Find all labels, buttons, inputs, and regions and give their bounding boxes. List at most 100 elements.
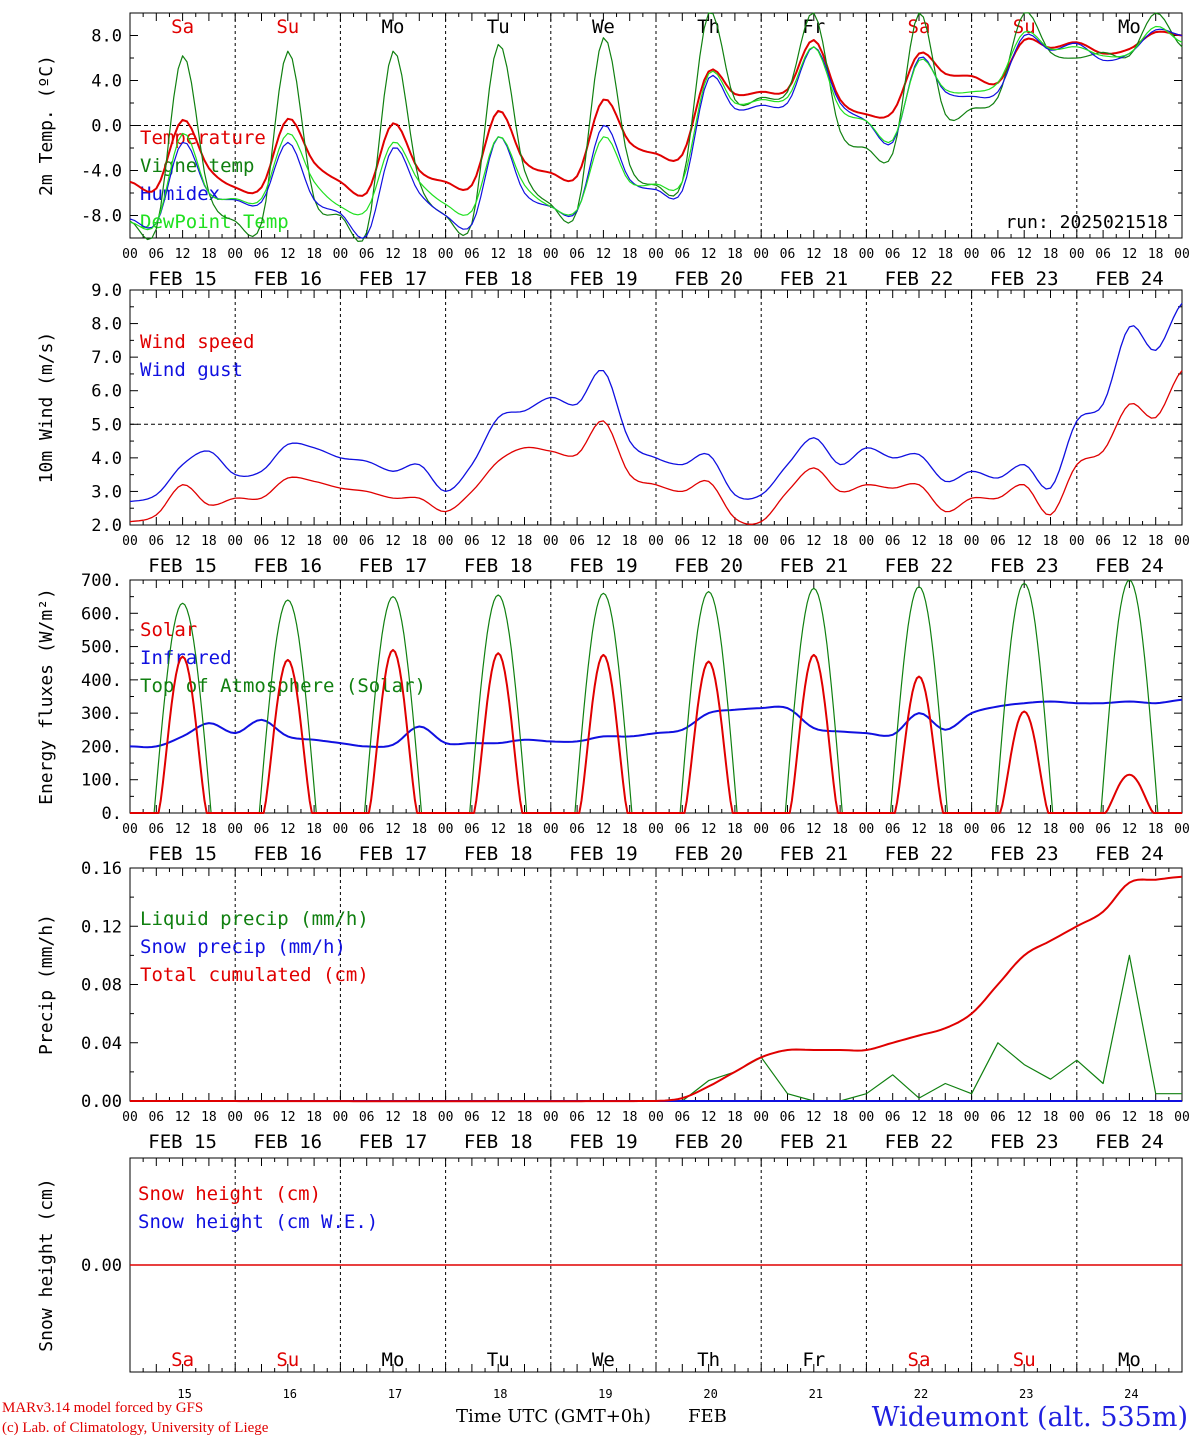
hour-label: 00 — [859, 247, 875, 262]
y-tick-label: 600. — [81, 604, 122, 624]
y-tick-label: 3.0 — [91, 482, 122, 502]
credit-line-1: MARv3.14 model forced by GFS — [2, 1400, 204, 1416]
weekday-label: Su — [1013, 16, 1036, 38]
hour-label: 18 — [937, 534, 953, 549]
day-number-label: 15 — [177, 1387, 191, 1400]
y-tick-label: 8.0 — [91, 27, 122, 47]
hour-label: 00 — [648, 247, 664, 262]
hour-label: 18 — [201, 822, 217, 837]
date-label: FEB 24 — [1095, 1131, 1164, 1153]
hour-label: 06 — [569, 822, 585, 837]
hour-label: 12 — [911, 534, 927, 549]
weekday-label: Mo — [1118, 16, 1141, 38]
hour-label: 18 — [517, 822, 533, 837]
hour-label: 18 — [201, 534, 217, 549]
date-label: FEB 17 — [359, 555, 428, 577]
legend-item: Humidex — [140, 183, 220, 205]
solar-line — [130, 655, 236, 814]
credit-line-2: (c) Lab. of Climatology, University of L… — [2, 1420, 269, 1436]
toa-solar-line — [1076, 579, 1182, 814]
hour-label: 06 — [254, 822, 270, 837]
y-tick-label: 0.0 — [91, 117, 122, 137]
hour-label: 00 — [859, 534, 875, 549]
weekday-label: Su — [276, 1349, 299, 1371]
hour-label: 18 — [1043, 822, 1059, 837]
hour-label: 18 — [1148, 247, 1164, 262]
hour-label: 06 — [464, 1110, 480, 1125]
date-label: FEB 17 — [359, 1131, 428, 1153]
hour-label: 06 — [990, 534, 1006, 549]
date-label: FEB 24 — [1095, 555, 1164, 577]
hour-label: 06 — [674, 247, 690, 262]
weekday-label: Tu — [487, 1349, 510, 1371]
weekday-label: Sa — [908, 1349, 931, 1371]
toa-solar-line — [761, 587, 867, 814]
date-label: FEB 24 — [1095, 843, 1164, 865]
hour-label: 00 — [648, 822, 664, 837]
solar-line — [550, 653, 656, 814]
hour-label: 12 — [280, 1110, 296, 1125]
hour-label: 12 — [280, 247, 296, 262]
hour-label: 18 — [1148, 534, 1164, 549]
legend-item: Temperature — [140, 127, 266, 149]
hour-label: 18 — [727, 822, 743, 837]
solar-line — [235, 658, 341, 814]
legend-item: Infrared — [140, 647, 232, 669]
hour-label: 06 — [569, 534, 585, 549]
hour-label: 00 — [1069, 534, 1085, 549]
hour-label: 00 — [648, 534, 664, 549]
hour-label: 06 — [148, 1110, 164, 1125]
liquid-precip-line — [130, 954, 1182, 1102]
hour-label: 06 — [359, 1110, 375, 1125]
hour-label: 18 — [1043, 247, 1059, 262]
legend-item: Liquid precip (mm/h) — [140, 908, 369, 930]
weekday-label: Tu — [487, 16, 510, 38]
legend-item: Wind gust — [140, 359, 243, 381]
hour-label: 18 — [622, 534, 638, 549]
weekday-label: We — [592, 1349, 615, 1371]
hour-label: 12 — [280, 822, 296, 837]
station-name: Wideumont (alt. 535m) — [871, 1402, 1188, 1433]
toa-solar-line — [340, 595, 446, 814]
hour-label: 12 — [1016, 1110, 1032, 1125]
y-tick-label: 0.12 — [81, 917, 122, 937]
date-label: FEB 18 — [464, 555, 533, 577]
weekday-label: Sa — [171, 16, 194, 38]
toa-solar-line — [971, 582, 1077, 814]
day-number-label: 23 — [1019, 1387, 1033, 1400]
hour-label: 18 — [1043, 534, 1059, 549]
hour-label: 12 — [596, 534, 612, 549]
date-label: FEB 21 — [779, 555, 848, 577]
hour-label: 18 — [306, 534, 322, 549]
weekday-label: Mo — [382, 16, 405, 38]
hour-label: 00 — [227, 247, 243, 262]
hour-label: 00 — [227, 822, 243, 837]
hour-label: 06 — [464, 822, 480, 837]
weekday-label: We — [592, 16, 615, 38]
date-label: FEB 23 — [990, 1131, 1059, 1153]
hour-label: 18 — [201, 1110, 217, 1125]
series-line — [129, 25, 1183, 231]
date-label: FEB 20 — [674, 1131, 743, 1153]
hour-label: 18 — [1148, 1110, 1164, 1125]
hour-label: 06 — [674, 1110, 690, 1125]
date-label: FEB 16 — [253, 555, 322, 577]
hour-label: 00 — [648, 1110, 664, 1125]
hour-label: 12 — [175, 534, 191, 549]
hour-label: 18 — [201, 247, 217, 262]
hour-label: 00 — [543, 534, 559, 549]
hour-label: 18 — [832, 822, 848, 837]
hour-label: 18 — [411, 822, 427, 837]
hour-label: 18 — [411, 1110, 427, 1125]
hour-label: 06 — [254, 247, 270, 262]
hour-label: 12 — [490, 822, 506, 837]
hour-label: 06 — [148, 247, 164, 262]
hour-label: 00 — [333, 822, 349, 837]
solar-line — [761, 653, 867, 814]
hour-label: 12 — [1016, 534, 1032, 549]
date-label: FEB 22 — [885, 268, 954, 290]
date-label: FEB 18 — [464, 1131, 533, 1153]
hour-label: 12 — [1122, 822, 1138, 837]
hour-label: 00 — [753, 534, 769, 549]
y-tick-label: 100. — [81, 771, 122, 791]
